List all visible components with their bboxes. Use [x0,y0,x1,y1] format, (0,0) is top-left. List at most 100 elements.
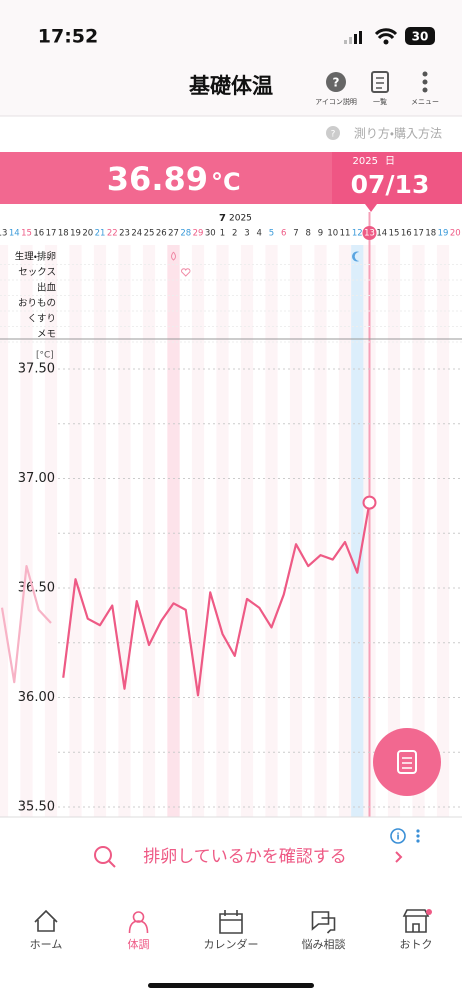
banner-date: 07/13 [351,170,430,199]
x-tick-label[interactable]: 27 [168,229,179,239]
fab-button[interactable] [373,728,441,796]
x-tick-label[interactable]: 18 [425,229,436,239]
x-tick-label[interactable]: 17 [46,229,57,239]
chart: 7202513141516171819202122232425262728293… [0,212,462,817]
day-stripe [289,245,303,817]
prompt-text: 排卵しているかを確認する [143,847,347,867]
period-icon [171,251,176,261]
x-tick-label[interactable]: 15 [21,229,32,239]
icon-label: 一覧 [373,97,387,106]
tabs: ホーム 体調 カレンダー 悩み相談 おトク [30,909,433,951]
banner-weekday: 日 [385,156,395,167]
x-tick-label[interactable]: 13 [364,229,375,239]
x-tick-label[interactable]: 20 [450,229,461,239]
icon-list[interactable]: 一覧 [371,71,389,106]
tab-icon[interactable] [219,910,243,934]
x-tick-label[interactable]: 10 [327,229,338,239]
x-tick-label[interactable]: 8 [306,229,311,239]
day-stripe [216,245,229,817]
x-tick-label[interactable]: 30 [205,229,216,239]
fab-icon [397,750,417,774]
icon-help[interactable]: ? アイコン説明 [315,72,357,106]
how-to-link[interactable]: ? 測り方・購入方法 [326,126,442,141]
tab-label[interactable]: ホーム [30,938,63,951]
tab-label[interactable]: カレンダー [204,937,259,951]
x-tick-label[interactable]: 3 [244,229,249,239]
fab-icon-lines [402,757,412,769]
status-time: 17:52 [38,26,98,48]
signal-icon [344,31,362,44]
day-stripe [338,245,352,817]
x-tick-label[interactable]: 9 [318,229,323,239]
row-label: おりもの [18,298,56,309]
ovulation-column [351,245,364,817]
x-tick-label[interactable]: 14 [9,229,20,239]
x-tick-label[interactable]: 4 [257,229,262,239]
sex-icon [181,268,191,277]
x-tick-label[interactable]: 1 [220,229,225,239]
day-stripe [265,245,278,817]
tab-label[interactable]: 体調 [128,937,150,951]
battery-icon [405,27,435,45]
x-tick-label[interactable]: 16 [33,229,44,239]
row-label: 生理・排卵 [15,251,56,263]
day-stripe [436,245,450,817]
x-tick-label[interactable]: 13 [0,229,7,239]
row-label: セックス [18,267,56,278]
banner-year: 2025 [353,156,378,167]
x-tick-label[interactable]: 12 [352,229,363,239]
badge-dot [426,909,432,915]
x-tick-label[interactable]: 19 [70,229,81,239]
x-tick-label[interactable]: 20 [82,229,93,239]
x-tick-label[interactable]: 7 [293,229,298,239]
day-stripe [240,245,254,817]
x-tick-label[interactable]: 23 [119,229,130,239]
x-tick-label[interactable]: 16 [401,229,412,239]
tab-label[interactable]: 悩み相談 [302,937,346,951]
x-tick-label[interactable]: 6 [281,229,286,239]
tab-icon[interactable] [128,911,149,934]
tab-icon[interactable] [402,909,430,933]
day-stripe [191,245,205,817]
y-unit: [°C] [36,351,54,361]
day-stripe [118,245,131,817]
tab-icon[interactable] [311,911,336,934]
y-tick-label: 36.50 [18,581,55,596]
icon-menu[interactable]: メニュー [411,71,439,107]
x-tick-label[interactable]: 15 [389,229,400,239]
info-icon[interactable] [390,828,406,844]
row-label: 出血 [37,282,57,294]
more-icon[interactable] [416,829,420,843]
ovulation-prompt[interactable]: 排卵しているかを確認する [94,846,403,868]
y-tick-label: 35.50 [18,800,55,815]
y-tick-label: 36.00 [18,690,55,705]
pointer [365,204,377,212]
y-tick-label: 37.50 [18,362,55,377]
row-label: メモ [37,329,56,340]
x-tick-label[interactable]: 2 [232,229,237,239]
x-tick-label[interactable]: 21 [95,229,106,239]
x-tick-label[interactable]: 14 [376,229,387,239]
x-tick-label[interactable]: 22 [107,229,118,239]
selected-day-badge [362,226,377,240]
x-tick-label[interactable]: 19 [438,229,449,239]
year-label: 2025 [229,214,252,224]
x-tick-label[interactable]: 5 [269,229,274,239]
x-tick-label[interactable]: 11 [340,229,351,239]
x-tick-label[interactable]: 28 [180,229,191,239]
x-tick-label[interactable]: 26 [156,229,167,239]
day-stripe [142,245,156,817]
x-tick-label[interactable]: 25 [144,229,155,239]
tab-label[interactable]: おトク [400,938,433,951]
x-tick-label[interactable]: 18 [58,229,69,239]
x-tick-label[interactable]: 17 [413,229,424,239]
current-point [362,495,377,510]
x-tick-label[interactable]: 29 [193,229,204,239]
header-bg [0,0,462,116]
tab-icon[interactable] [34,909,58,932]
row-label: くすり [27,314,56,325]
day-stripe [0,245,9,817]
page-title: 基礎体温 [189,74,273,98]
x-tick-label[interactable]: 24 [131,229,142,239]
